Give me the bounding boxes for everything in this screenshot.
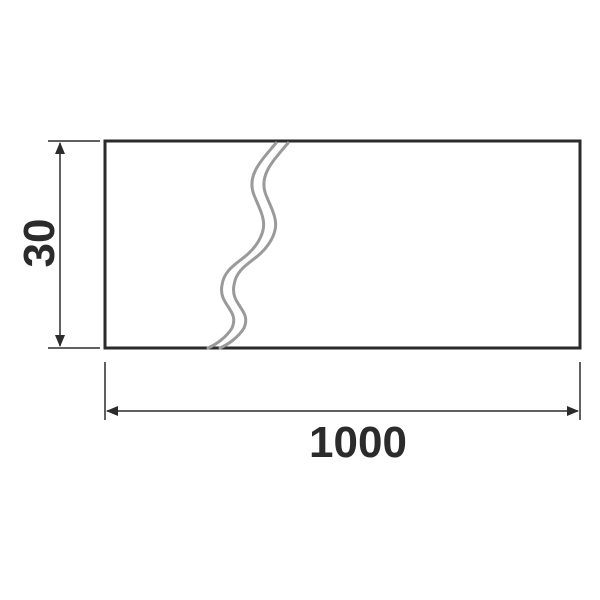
- width-label: 1000: [309, 418, 407, 467]
- part-outline: [103, 139, 582, 350]
- height-label: 30: [15, 219, 64, 268]
- wavy-break-icon: [206, 141, 290, 350]
- width-dimension: 1000: [104, 362, 581, 467]
- height-dimension: 30: [15, 140, 100, 349]
